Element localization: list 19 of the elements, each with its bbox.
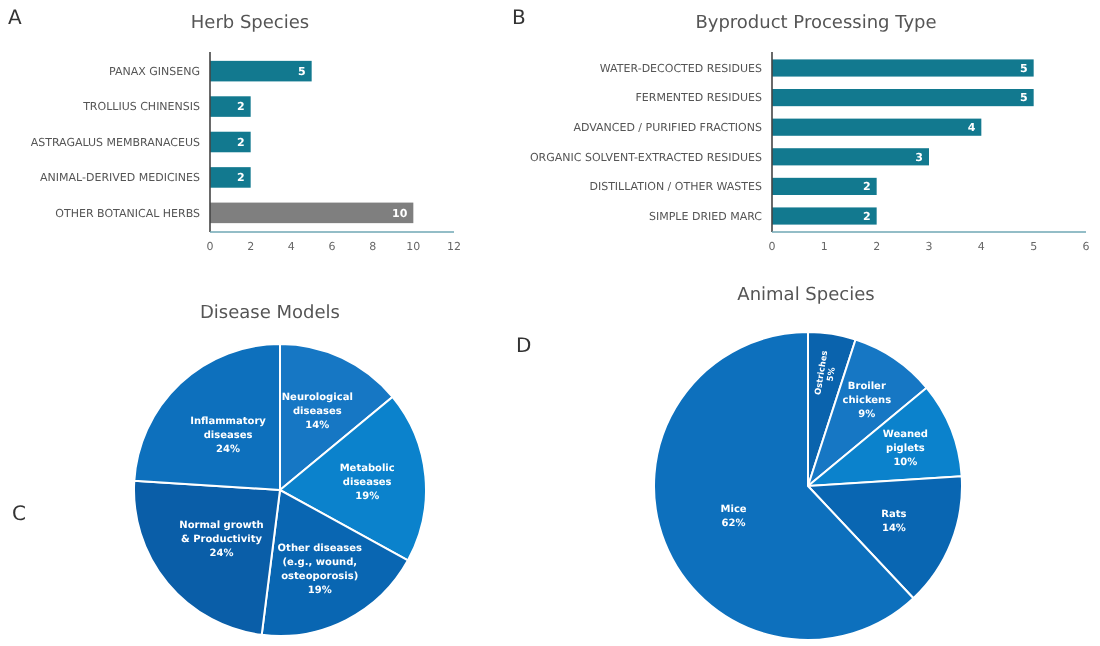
bar [772, 207, 877, 225]
chart-title: Animal Species [737, 286, 876, 306]
bar [210, 60, 312, 82]
bar [772, 118, 982, 136]
bar [210, 167, 251, 188]
text: D [516, 336, 532, 358]
chart-title: Disease Models [200, 304, 341, 324]
bar [210, 202, 414, 224]
bar [772, 59, 1034, 77]
text: C [12, 504, 26, 526]
text: A [8, 8, 22, 30]
bar [210, 131, 251, 153]
bar [772, 177, 877, 195]
bar [772, 148, 929, 166]
chart-title: Herb Species [190, 14, 310, 34]
text: B [512, 8, 526, 30]
bar [210, 96, 251, 117]
chart-title: Byproduct Processing Type [695, 14, 938, 34]
bar [772, 89, 1034, 107]
